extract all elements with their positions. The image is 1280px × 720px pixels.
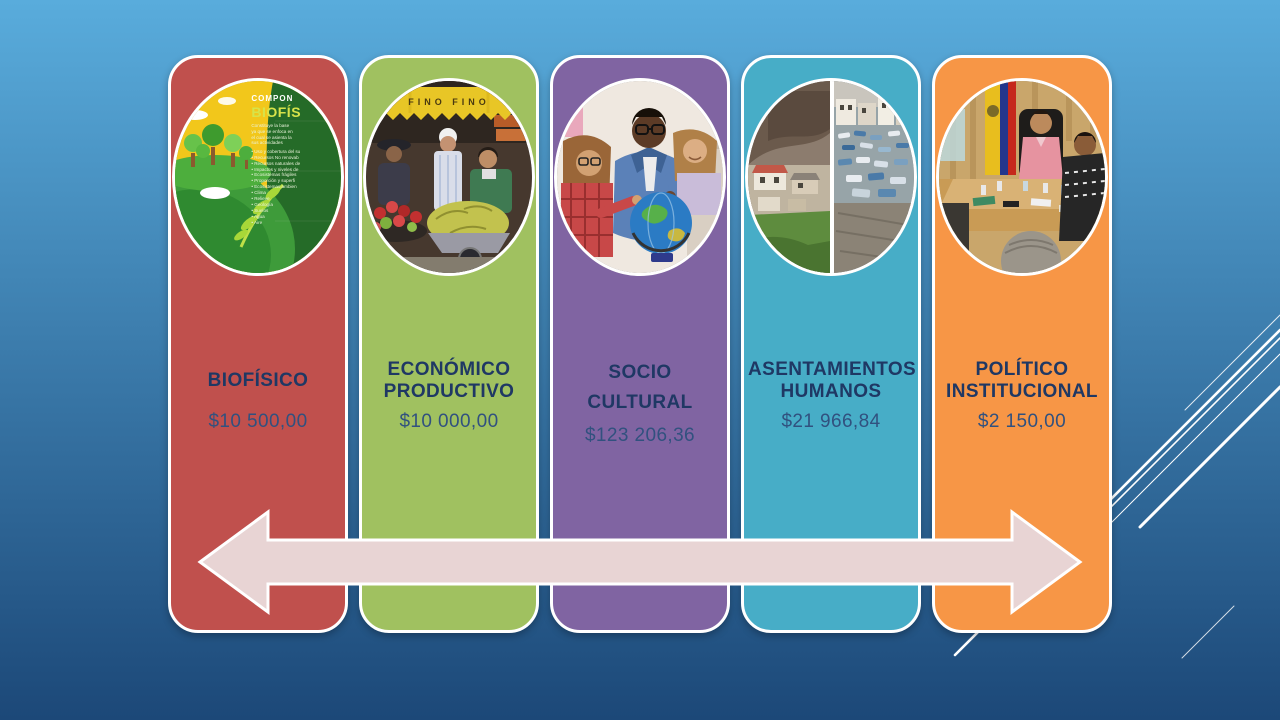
card-asentamientos-humanos: ASENTAMIENTOS HUMANOS $21 966,84	[741, 55, 921, 633]
card-amount: $10 000,00	[399, 411, 499, 432]
village-harbor-image	[745, 78, 917, 276]
card-title: POLÍTICO INSTITUCIONAL	[946, 359, 1098, 402]
card-socio-cultural: SOCIO CULTURAL $123 206,36	[550, 55, 730, 633]
card-amount: $21 966,84	[781, 411, 881, 432]
card-economico-productivo: FINO FINO ECONÓMICO PRODUCTIVO $10 000,0…	[359, 55, 539, 633]
card-title: ASENTAMIENTOS HUMANOS	[748, 359, 917, 402]
market-illustration	[366, 81, 532, 273]
infographic-heading-main: BIOFÍS	[251, 104, 302, 121]
card-title: BIOFÍSICO	[207, 370, 309, 391]
infographic-heading-top: COMPON	[251, 94, 294, 104]
infographic-bullet-list: • Uso y cobertura del su • Recursos No r…	[251, 148, 301, 225]
street-market-image: FINO FINO	[363, 78, 535, 276]
biofisico-illustration	[175, 81, 341, 273]
socio-cultural-illustration	[557, 81, 723, 273]
children-globe-image	[554, 78, 726, 276]
government-meeting-image	[936, 78, 1108, 276]
awning-sign-text: FINO FINO	[408, 97, 490, 107]
politico-illustration	[939, 81, 1105, 273]
card-title: SOCIO CULTURAL	[587, 362, 693, 413]
card-title: ECONÓMICO PRODUCTIVO	[383, 359, 515, 402]
infographic-intro: Constituye la base ya que se enfoca en e…	[251, 123, 293, 146]
card-amount: $2 150,00	[977, 411, 1067, 432]
infographic-text: COMPON BIOFÍS Constituye la base ya que …	[251, 94, 341, 225]
biofisico-infographic-image: COMPON BIOFÍS Constituye la base ya que …	[172, 78, 344, 276]
card-amount: $10 500,00	[208, 411, 308, 432]
card-amount: $123 206,36	[584, 425, 696, 446]
card-politico-institucional: POLÍTICO INSTITUCIONAL $2 150,00	[932, 55, 1112, 633]
card-biofisico: COMPON BIOFÍS Constituye la base ya que …	[168, 55, 348, 633]
asentamientos-illustration	[748, 81, 914, 273]
